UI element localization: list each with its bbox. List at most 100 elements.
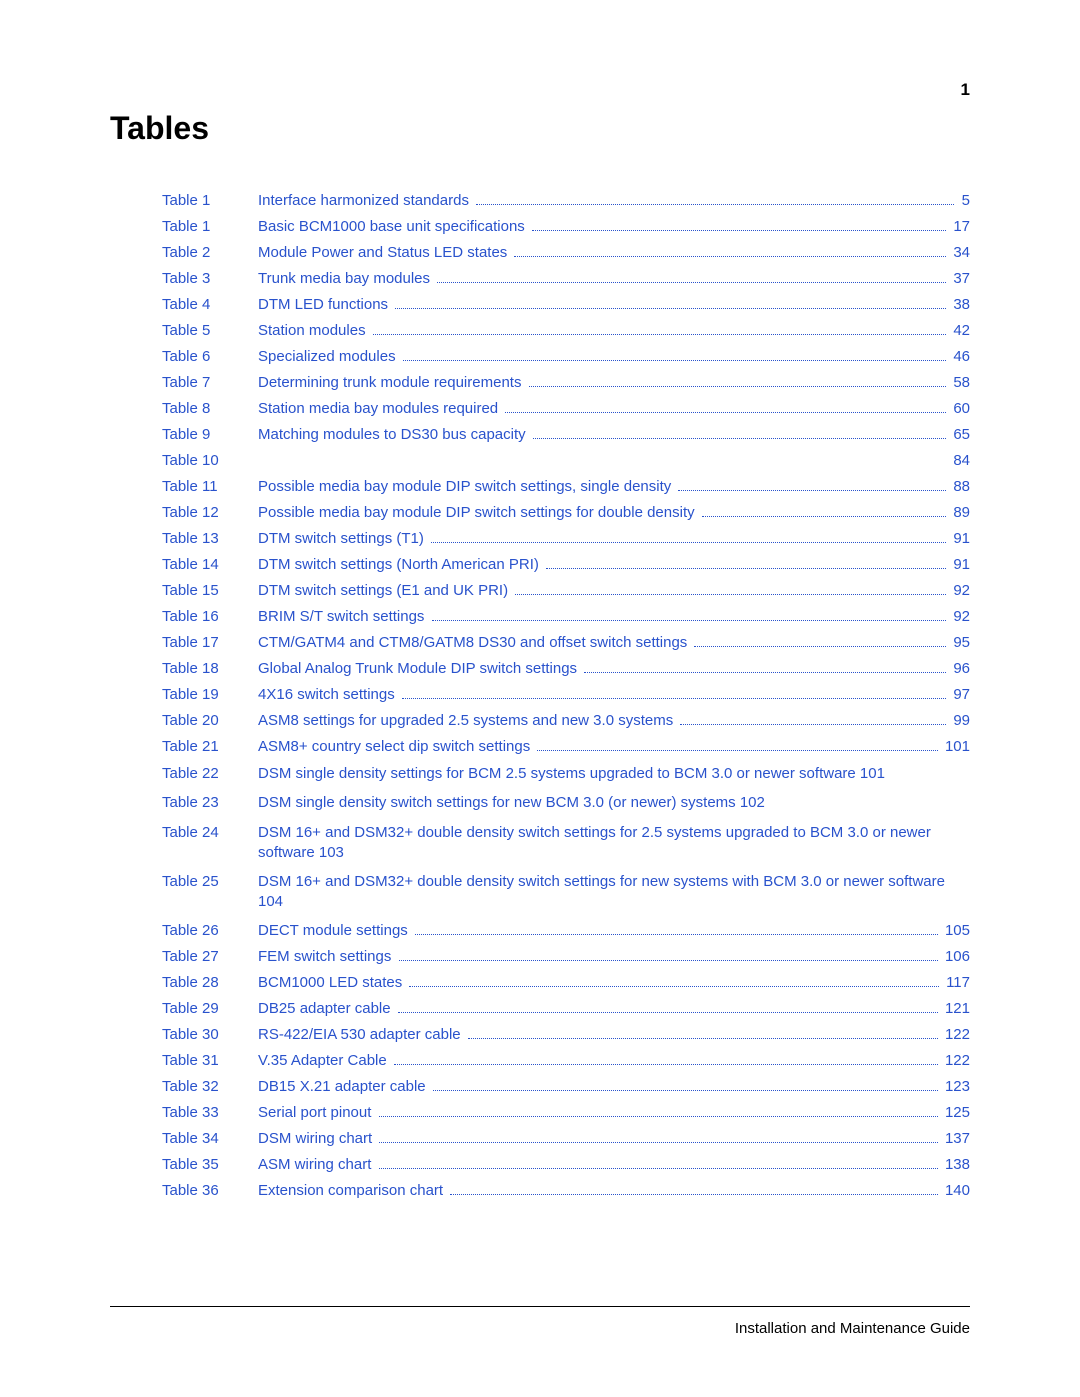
toc-leader <box>399 960 938 961</box>
toc-label: Table 8 <box>162 400 258 417</box>
toc-row[interactable]: Table 23DSM single density switch settin… <box>162 793 970 813</box>
toc-row[interactable]: Table 28BCM1000 LED states 117 <box>162 974 970 991</box>
toc-title: Possible media bay module DIP switch set… <box>258 504 695 521</box>
toc-title: ASM8 settings for upgraded 2.5 systems a… <box>258 712 673 729</box>
toc-row[interactable]: Table 20ASM8 settings for upgraded 2.5 s… <box>162 712 970 729</box>
toc-leader <box>394 1064 938 1065</box>
toc-title: Global Analog Trunk Module DIP switch se… <box>258 660 577 677</box>
toc-row[interactable]: Table 13DTM switch settings (T1) 91 <box>162 530 970 547</box>
toc-label: Table 22 <box>162 765 258 782</box>
toc-desc: Interface harmonized standards 5 <box>258 192 970 209</box>
toc-row[interactable]: Table 17CTM/GATM4 and CTM8/GATM8 DS30 an… <box>162 634 970 651</box>
toc-label: Table 21 <box>162 738 258 755</box>
toc-title: DSM wiring chart <box>258 1130 372 1147</box>
toc-row[interactable]: Table 27FEM switch settings 106 <box>162 948 970 965</box>
toc-row[interactable]: Table 8Station media bay modules require… <box>162 400 970 417</box>
toc-page: 122 <box>945 1052 970 1069</box>
toc-title: Module Power and Status LED states <box>258 244 507 261</box>
toc-page: 34 <box>953 244 970 261</box>
toc-row[interactable]: Table 35ASM wiring chart 138 <box>162 1156 970 1173</box>
toc-label: Table 30 <box>162 1026 258 1043</box>
toc-title: 4X16 switch settings <box>258 686 395 703</box>
toc-leader <box>532 230 946 231</box>
toc-page: 60 <box>953 400 970 417</box>
toc-row[interactable]: Table 9Matching modules to DS30 bus capa… <box>162 426 970 443</box>
toc-row[interactable]: Table 14DTM switch settings (North Ameri… <box>162 556 970 573</box>
toc-row[interactable]: Table 34DSM wiring chart 137 <box>162 1130 970 1147</box>
toc-desc: ASM wiring chart 138 <box>258 1156 970 1173</box>
toc-desc: Determining trunk module requirements 58 <box>258 374 970 391</box>
toc-row[interactable]: Table 26DECT module settings 105 <box>162 922 970 939</box>
toc-desc: Serial port pinout 125 <box>258 1104 970 1121</box>
toc-desc: Station media bay modules required 60 <box>258 400 970 417</box>
toc-desc: BRIM S/T switch settings 92 <box>258 608 970 625</box>
toc-row[interactable]: Table 36Extension comparison chart 140 <box>162 1182 970 1199</box>
toc-desc: FEM switch settings 106 <box>258 948 970 965</box>
toc-page: 140 <box>945 1182 970 1199</box>
toc-page: 117 <box>946 974 970 991</box>
toc-row[interactable]: Table 21ASM8+ country select dip switch … <box>162 738 970 755</box>
toc-row[interactable]: Table 24DSM 16+ and DSM32+ double densit… <box>162 823 970 864</box>
toc-label: Table 27 <box>162 948 258 965</box>
toc-desc: ASM8+ country select dip switch settings… <box>258 738 970 755</box>
toc-row[interactable]: Table 30RS-422/EIA 530 adapter cable 122 <box>162 1026 970 1043</box>
toc-leader <box>468 1038 938 1039</box>
toc-title: DSM single density settings for BCM 2.5 … <box>258 764 970 784</box>
toc-row[interactable]: Table 16BRIM S/T switch settings 92 <box>162 608 970 625</box>
toc-row[interactable]: Table 2Module Power and Status LED state… <box>162 244 970 261</box>
toc-title: DTM switch settings (T1) <box>258 530 424 547</box>
toc-page: 137 <box>945 1130 970 1147</box>
page-number: 1 <box>961 80 970 100</box>
toc-desc: Trunk media bay modules 37 <box>258 270 970 287</box>
toc-page: 58 <box>953 374 970 391</box>
toc-row[interactable]: Table 33Serial port pinout 125 <box>162 1104 970 1121</box>
toc-desc: Basic BCM1000 base unit specifications 1… <box>258 218 970 235</box>
toc-desc: CTM/GATM4 and CTM8/GATM8 DS30 and offset… <box>258 634 970 651</box>
toc-page: 92 <box>953 608 970 625</box>
toc-page: 89 <box>953 504 970 521</box>
toc-title: ASM wiring chart <box>258 1156 371 1173</box>
toc-label: Table 1 <box>162 192 258 209</box>
toc-row[interactable]: Table 3Trunk media bay modules 37 <box>162 270 970 287</box>
toc-row[interactable]: Table 25DSM 16+ and DSM32+ double densit… <box>162 872 970 913</box>
toc-row[interactable]: Table 194X16 switch settings 97 <box>162 686 970 703</box>
toc-label: Table 11 <box>162 478 258 495</box>
toc-leader <box>379 1142 937 1143</box>
toc-leader <box>433 1090 938 1091</box>
toc-title: Possible media bay module DIP switch set… <box>258 478 671 495</box>
toc-title: Serial port pinout <box>258 1104 371 1121</box>
toc-desc: Possible media bay module DIP switch set… <box>258 478 970 495</box>
toc-label: Table 19 <box>162 686 258 703</box>
toc-row[interactable]: Table 15DTM switch settings (E1 and UK P… <box>162 582 970 599</box>
toc-row[interactable]: Table 18Global Analog Trunk Module DIP s… <box>162 660 970 677</box>
toc-leader <box>546 568 946 569</box>
toc-label: Table 34 <box>162 1130 258 1147</box>
toc-row[interactable]: Table 1Interface harmonized standards 5 <box>162 192 970 209</box>
toc-row[interactable]: Table 5Station modules 42 <box>162 322 970 339</box>
toc-title: Matching modules to DS30 bus capacity <box>258 426 526 443</box>
toc-row[interactable]: Table 11Possible media bay module DIP sw… <box>162 478 970 495</box>
toc-title: Trunk media bay modules <box>258 270 430 287</box>
toc-row[interactable]: Table 1084 <box>162 452 970 469</box>
toc-leader <box>402 698 946 699</box>
toc-leader <box>432 620 947 621</box>
toc-page: 38 <box>953 296 970 313</box>
toc-page: 99 <box>953 712 970 729</box>
footer-rule <box>110 1306 970 1307</box>
toc-title: Station media bay modules required <box>258 400 498 417</box>
toc-desc: DECT module settings 105 <box>258 922 970 939</box>
toc-row[interactable]: Table 6Specialized modules 46 <box>162 348 970 365</box>
toc-label: Table 4 <box>162 296 258 313</box>
toc-title: Basic BCM1000 base unit specifications <box>258 218 525 235</box>
toc-row[interactable]: Table 7Determining trunk module requirem… <box>162 374 970 391</box>
toc-row[interactable]: Table 22DSM single density settings for … <box>162 764 970 784</box>
toc-row[interactable]: Table 29DB25 adapter cable 121 <box>162 1000 970 1017</box>
toc-row[interactable]: Table 12Possible media bay module DIP sw… <box>162 504 970 521</box>
toc-label: Table 32 <box>162 1078 258 1095</box>
toc-row[interactable]: Table 31V.35 Adapter Cable 122 <box>162 1052 970 1069</box>
toc-page: 92 <box>953 582 970 599</box>
toc-row[interactable]: Table 32DB15 X.21 adapter cable 123 <box>162 1078 970 1095</box>
toc-title: DTM switch settings (E1 and UK PRI) <box>258 582 508 599</box>
toc-row[interactable]: Table 4DTM LED functions 38 <box>162 296 970 313</box>
toc-row[interactable]: Table 1Basic BCM1000 base unit specifica… <box>162 218 970 235</box>
